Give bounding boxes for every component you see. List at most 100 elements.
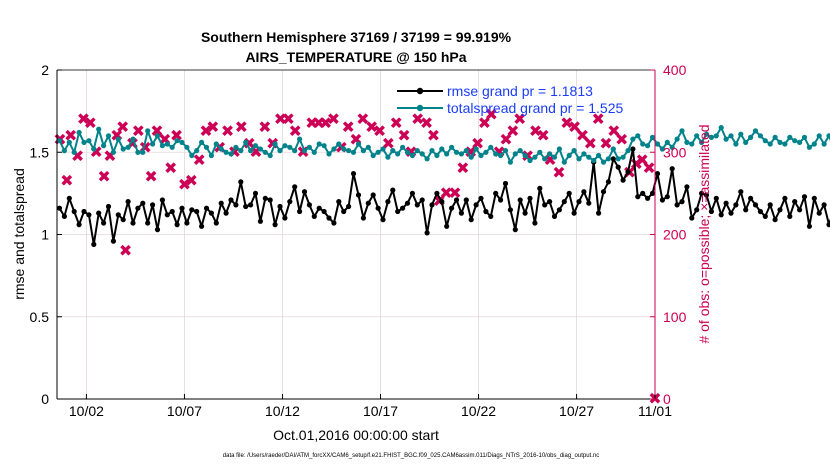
y-tick-label: 0	[41, 391, 49, 407]
chart-title: Southern Hemisphere 37169 / 37199 = 99.9…	[201, 29, 512, 45]
totalspread-point	[517, 148, 523, 154]
rmse-point	[331, 220, 337, 226]
rmse-point	[473, 202, 479, 208]
totalspread-point	[272, 141, 278, 147]
x-tick-label: 10/17	[363, 403, 398, 419]
y-tick-label: 1	[41, 227, 49, 243]
totalspread-point	[409, 152, 415, 159]
rmse-point	[414, 202, 420, 208]
rmse-point	[76, 222, 82, 228]
obs-assimilated-point: ✖	[341, 118, 354, 137]
totalspread-point	[757, 133, 764, 139]
rmse-point	[140, 200, 146, 206]
totalspread-point	[125, 144, 131, 150]
rmse-point	[782, 195, 788, 201]
rmse-point	[649, 190, 656, 196]
totalspread-point	[199, 139, 205, 145]
obs-assimilated-point: ✖	[599, 134, 612, 153]
totalspread-point	[360, 148, 366, 154]
rmse-point	[542, 202, 548, 208]
rmse-point	[145, 220, 151, 226]
rmse-point	[277, 203, 283, 210]
rmse-point	[630, 146, 636, 152]
rmse-point	[463, 197, 469, 203]
rmse-point	[801, 194, 808, 200]
rmse-point	[395, 208, 401, 215]
totalspread-point	[522, 152, 528, 159]
rmse-point	[713, 195, 719, 201]
obs-assimilated-point: ✖	[584, 134, 597, 153]
axes: 10/02 10/07 10/12 10/17 10/22 10/27 11/0100.51…	[30, 62, 687, 419]
y-tick-label: 0.5	[30, 309, 50, 325]
totalspread-point	[713, 133, 719, 139]
rmse-point	[91, 241, 97, 247]
rmse-point	[777, 207, 783, 213]
rmse-point	[375, 205, 381, 211]
rmse-point	[350, 171, 357, 177]
totalspread-point	[248, 148, 254, 154]
obs-assimilated-point: ✖	[116, 118, 129, 137]
obs-assimilated-point: ✖	[64, 126, 77, 145]
totalspread-point	[424, 156, 430, 162]
rmse-point	[213, 220, 219, 226]
series-layer: ✖✖✖✖✖✖✖✖✖✖✖✖✖✖✖✖✖✖✖✖✖✖✖✖ ✖✖✖✖✖✖ ✖✖✖ ✖✖✖✖✖✖✖…	[53, 105, 830, 408]
rmse-point	[659, 197, 666, 203]
totalspread-point	[439, 146, 445, 152]
rmse-point	[336, 199, 342, 205]
totalspread-point	[203, 144, 210, 150]
totalspread-point	[390, 148, 396, 154]
rmse-point	[762, 213, 768, 219]
rmse-point	[757, 208, 764, 215]
totalspread-point	[699, 139, 705, 145]
rmse-point	[71, 208, 77, 215]
totalspread-point	[816, 133, 822, 139]
rmse-point	[581, 189, 587, 195]
rmse-point	[56, 205, 63, 211]
obs-assimilated-point: ✖	[411, 109, 424, 128]
totalspread-point	[66, 139, 72, 145]
rmse-point	[169, 208, 175, 215]
totalspread-point	[738, 131, 744, 137]
rmse-point	[326, 215, 332, 221]
totalspread-point	[772, 134, 778, 140]
totalspread-point	[483, 149, 489, 155]
obs-assimilated-point: ✖	[132, 122, 145, 141]
totalspread-point	[542, 156, 548, 162]
obs-assimilated-point: ✖	[192, 150, 205, 169]
rmse-point	[404, 200, 411, 206]
rmse-point	[703, 192, 710, 198]
obs-assimilated-point: ✖	[537, 126, 550, 145]
totalspread-point	[71, 149, 77, 155]
rmse-point	[135, 205, 141, 211]
totalspread-point	[674, 136, 680, 142]
rmse-point	[669, 166, 675, 172]
rmse-point	[159, 197, 165, 203]
totalspread-point	[326, 151, 332, 157]
obs-assimilated-point: ✖	[185, 171, 198, 190]
totalspread-point	[169, 144, 175, 150]
totalspread-point	[228, 151, 234, 157]
totalspread-point	[718, 125, 724, 131]
rmse-point	[66, 195, 72, 201]
totalspread-point	[91, 146, 97, 152]
totalspread-point	[208, 152, 214, 159]
x-tick-label: 10/02	[69, 403, 104, 419]
rmse-point	[306, 202, 312, 208]
rmse-point	[743, 207, 749, 213]
rmse-point	[458, 210, 464, 216]
totalspread-point	[184, 144, 190, 150]
rmse-point	[365, 200, 371, 206]
obs-assimilated-point: ✖	[607, 122, 620, 141]
totalspread-point	[561, 159, 567, 165]
rmse-point	[154, 227, 161, 233]
rmse-point	[502, 180, 509, 187]
totalspread-point	[512, 151, 518, 157]
rmse-point	[645, 195, 651, 201]
rmse-point	[346, 203, 352, 210]
x-tick-label: 10/27	[559, 403, 594, 419]
obs-assimilated-point: ✖	[529, 122, 542, 141]
totalspread-point	[689, 141, 695, 147]
rmse-point	[635, 194, 641, 200]
y-tick-label: 1.5	[30, 144, 50, 160]
totalspread-point	[659, 146, 666, 152]
